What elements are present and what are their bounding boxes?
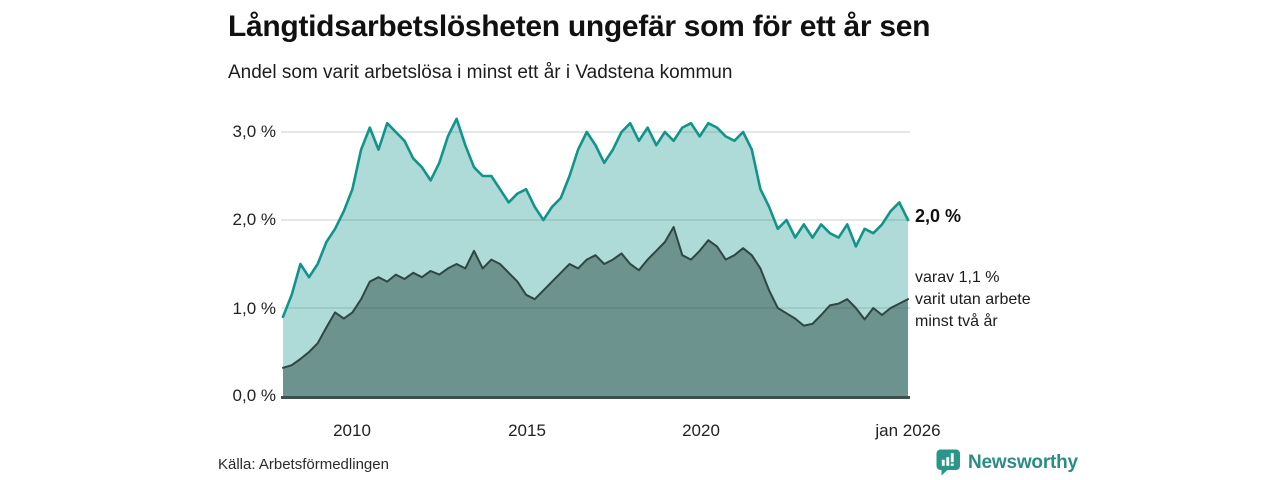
newsworthy-wordmark: Newsworthy [968, 451, 1078, 473]
newsworthy-bar-chart-icon [936, 449, 961, 476]
page-title: Långtidsarbetslösheten ungefär som för e… [228, 10, 931, 43]
x-axis-tick-2020: 2020 [682, 421, 720, 440]
latest-value-label-total: 2,0 % [915, 206, 962, 226]
y-axis-tick-2: 2,0 % [232, 210, 276, 229]
x-axis-tick-2015: 2015 [508, 421, 546, 440]
newsworthy-logo[interactable]: Newsworthy [936, 449, 1078, 476]
y-axis-tick-1: 1,0 % [232, 299, 276, 318]
source-note: Källa: Arbetsförmedlingen [218, 456, 389, 473]
y-axis-tick-0: 0,0 % [232, 386, 276, 405]
y-axis-tick-3: 3,0 % [232, 122, 276, 141]
area-chart [281, 110, 910, 400]
page-subtitle: Andel som varit arbetslösa i minst ett å… [228, 62, 733, 83]
area-chart-svg [281, 117, 910, 399]
latest-value-label-subset: varav 1,1 % varit utan arbete minst två … [915, 269, 1031, 330]
x-axis-tick-jan-2026: jan 2026 [875, 421, 941, 440]
x-axis-tick-2010: 2010 [333, 421, 371, 440]
